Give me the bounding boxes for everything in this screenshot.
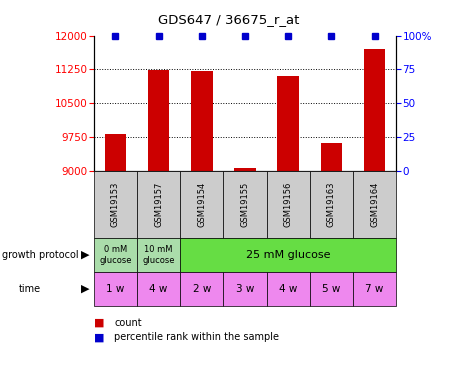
Text: percentile rank within the sample: percentile rank within the sample bbox=[114, 333, 279, 342]
Text: GSM19163: GSM19163 bbox=[327, 182, 336, 227]
Bar bbox=[364, 49, 385, 375]
Text: 3 w: 3 w bbox=[236, 284, 254, 294]
Text: GSM19157: GSM19157 bbox=[154, 182, 163, 227]
Bar bbox=[321, 143, 342, 375]
Text: count: count bbox=[114, 318, 142, 327]
Text: GSM19164: GSM19164 bbox=[370, 182, 379, 227]
Text: ■: ■ bbox=[94, 318, 104, 327]
Text: GSM19153: GSM19153 bbox=[111, 182, 120, 227]
Text: 1 w: 1 w bbox=[106, 284, 125, 294]
Bar bbox=[234, 168, 256, 375]
Text: time: time bbox=[18, 284, 40, 294]
Text: 0 mM
glucose: 0 mM glucose bbox=[99, 245, 132, 265]
Text: GDS647 / 36675_r_at: GDS647 / 36675_r_at bbox=[158, 13, 300, 26]
Text: ■: ■ bbox=[94, 333, 104, 342]
Bar bbox=[148, 70, 169, 375]
Text: 4 w: 4 w bbox=[279, 284, 297, 294]
Text: 10 mM
glucose: 10 mM glucose bbox=[142, 245, 175, 265]
Text: GSM19155: GSM19155 bbox=[240, 182, 250, 227]
Text: ▶: ▶ bbox=[81, 250, 89, 260]
Bar bbox=[105, 134, 126, 375]
Text: 7 w: 7 w bbox=[365, 284, 384, 294]
Text: GSM19154: GSM19154 bbox=[197, 182, 207, 227]
Text: growth protocol: growth protocol bbox=[2, 250, 79, 260]
Bar bbox=[278, 76, 299, 375]
Text: GSM19156: GSM19156 bbox=[284, 182, 293, 227]
Bar bbox=[191, 71, 213, 375]
Text: 5 w: 5 w bbox=[322, 284, 341, 294]
Text: 2 w: 2 w bbox=[193, 284, 211, 294]
Text: ▶: ▶ bbox=[81, 284, 89, 294]
Text: 25 mM glucose: 25 mM glucose bbox=[246, 250, 331, 260]
Text: 4 w: 4 w bbox=[149, 284, 168, 294]
